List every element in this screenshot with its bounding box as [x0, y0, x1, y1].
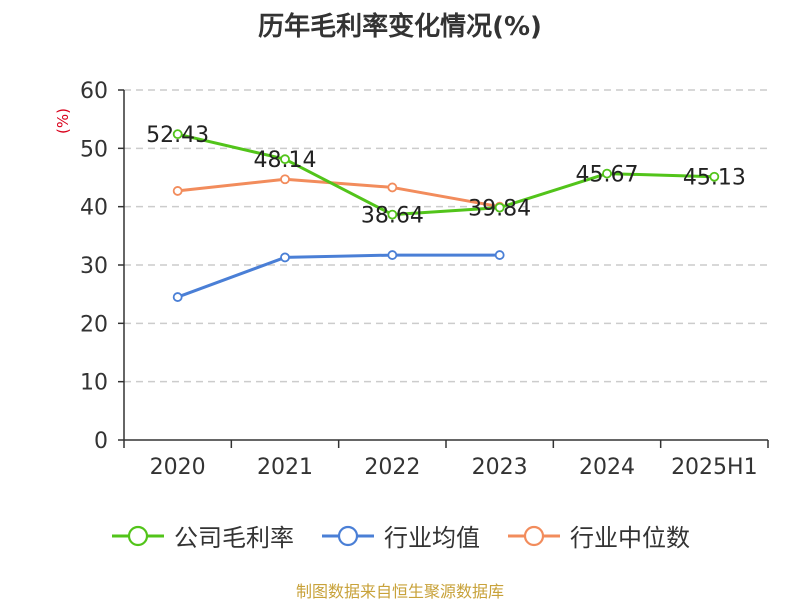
x-tick-label: 2023 — [472, 455, 528, 480]
x-tick-label: 2020 — [150, 455, 206, 480]
data-label: 39.84 — [468, 197, 531, 222]
legend-label: 公司毛利率 — [174, 524, 294, 552]
legend-swatch-icon — [508, 525, 560, 546]
data-point — [387, 182, 398, 193]
data-point — [280, 154, 290, 165]
data-source-note: 制图数据来自恒生聚源数据库 — [295, 582, 504, 601]
y-tick-label: 40 — [80, 196, 108, 221]
legend-swatch-icon — [112, 525, 164, 546]
legend-item[interactable]: 公司毛利率 — [110, 518, 294, 553]
series-line — [177, 177, 500, 209]
y-tick-label: 10 — [80, 371, 108, 396]
data-point — [602, 168, 612, 179]
legend-item[interactable]: 行业均值 — [320, 518, 480, 553]
data-point — [172, 186, 183, 196]
legend-swatch-icon — [322, 525, 374, 546]
y-tick-label: 30 — [80, 254, 108, 279]
y-tick-label: 50 — [80, 137, 108, 162]
data-label: 52.43 — [146, 123, 209, 148]
x-tick-label: 2021 — [257, 455, 313, 480]
data-point — [172, 292, 183, 302]
data-label: 48.14 — [254, 148, 317, 173]
series-line — [177, 132, 715, 217]
data-point — [494, 202, 505, 213]
legend-item[interactable]: 行业中位数 — [506, 518, 690, 553]
data-label: 38.64 — [361, 204, 424, 229]
y-tick-label: 60 — [80, 79, 108, 104]
y-tick-label: 0 — [94, 429, 108, 454]
x-tick-label: 2025H1 — [671, 455, 758, 480]
data-point — [280, 174, 290, 185]
line-chart: 0 10 20 30 40 50 60 2020 2021 2022 2023 2024 2025H1 5… — [80, 79, 769, 480]
data-point — [387, 209, 398, 220]
data-point — [709, 171, 720, 182]
x-tick-label: 2022 — [364, 455, 420, 480]
legend-label: 行业均值 — [384, 524, 480, 552]
data-point — [172, 129, 183, 140]
chart-title: 历年毛利率变化情况(%) — [258, 12, 542, 42]
y-tick-label: 20 — [80, 312, 108, 337]
series-line — [177, 253, 500, 299]
chart-legend: 公司毛利率 行业均值 行业中位数 — [0, 518, 800, 553]
legend-label: 行业中位数 — [570, 524, 690, 552]
data-point — [387, 250, 398, 260]
x-tick-label: 2024 — [579, 455, 635, 480]
data-label: 45.13 — [683, 166, 746, 191]
data-point — [280, 252, 290, 263]
data-point — [494, 250, 505, 260]
data-label: 45.67 — [576, 163, 639, 188]
